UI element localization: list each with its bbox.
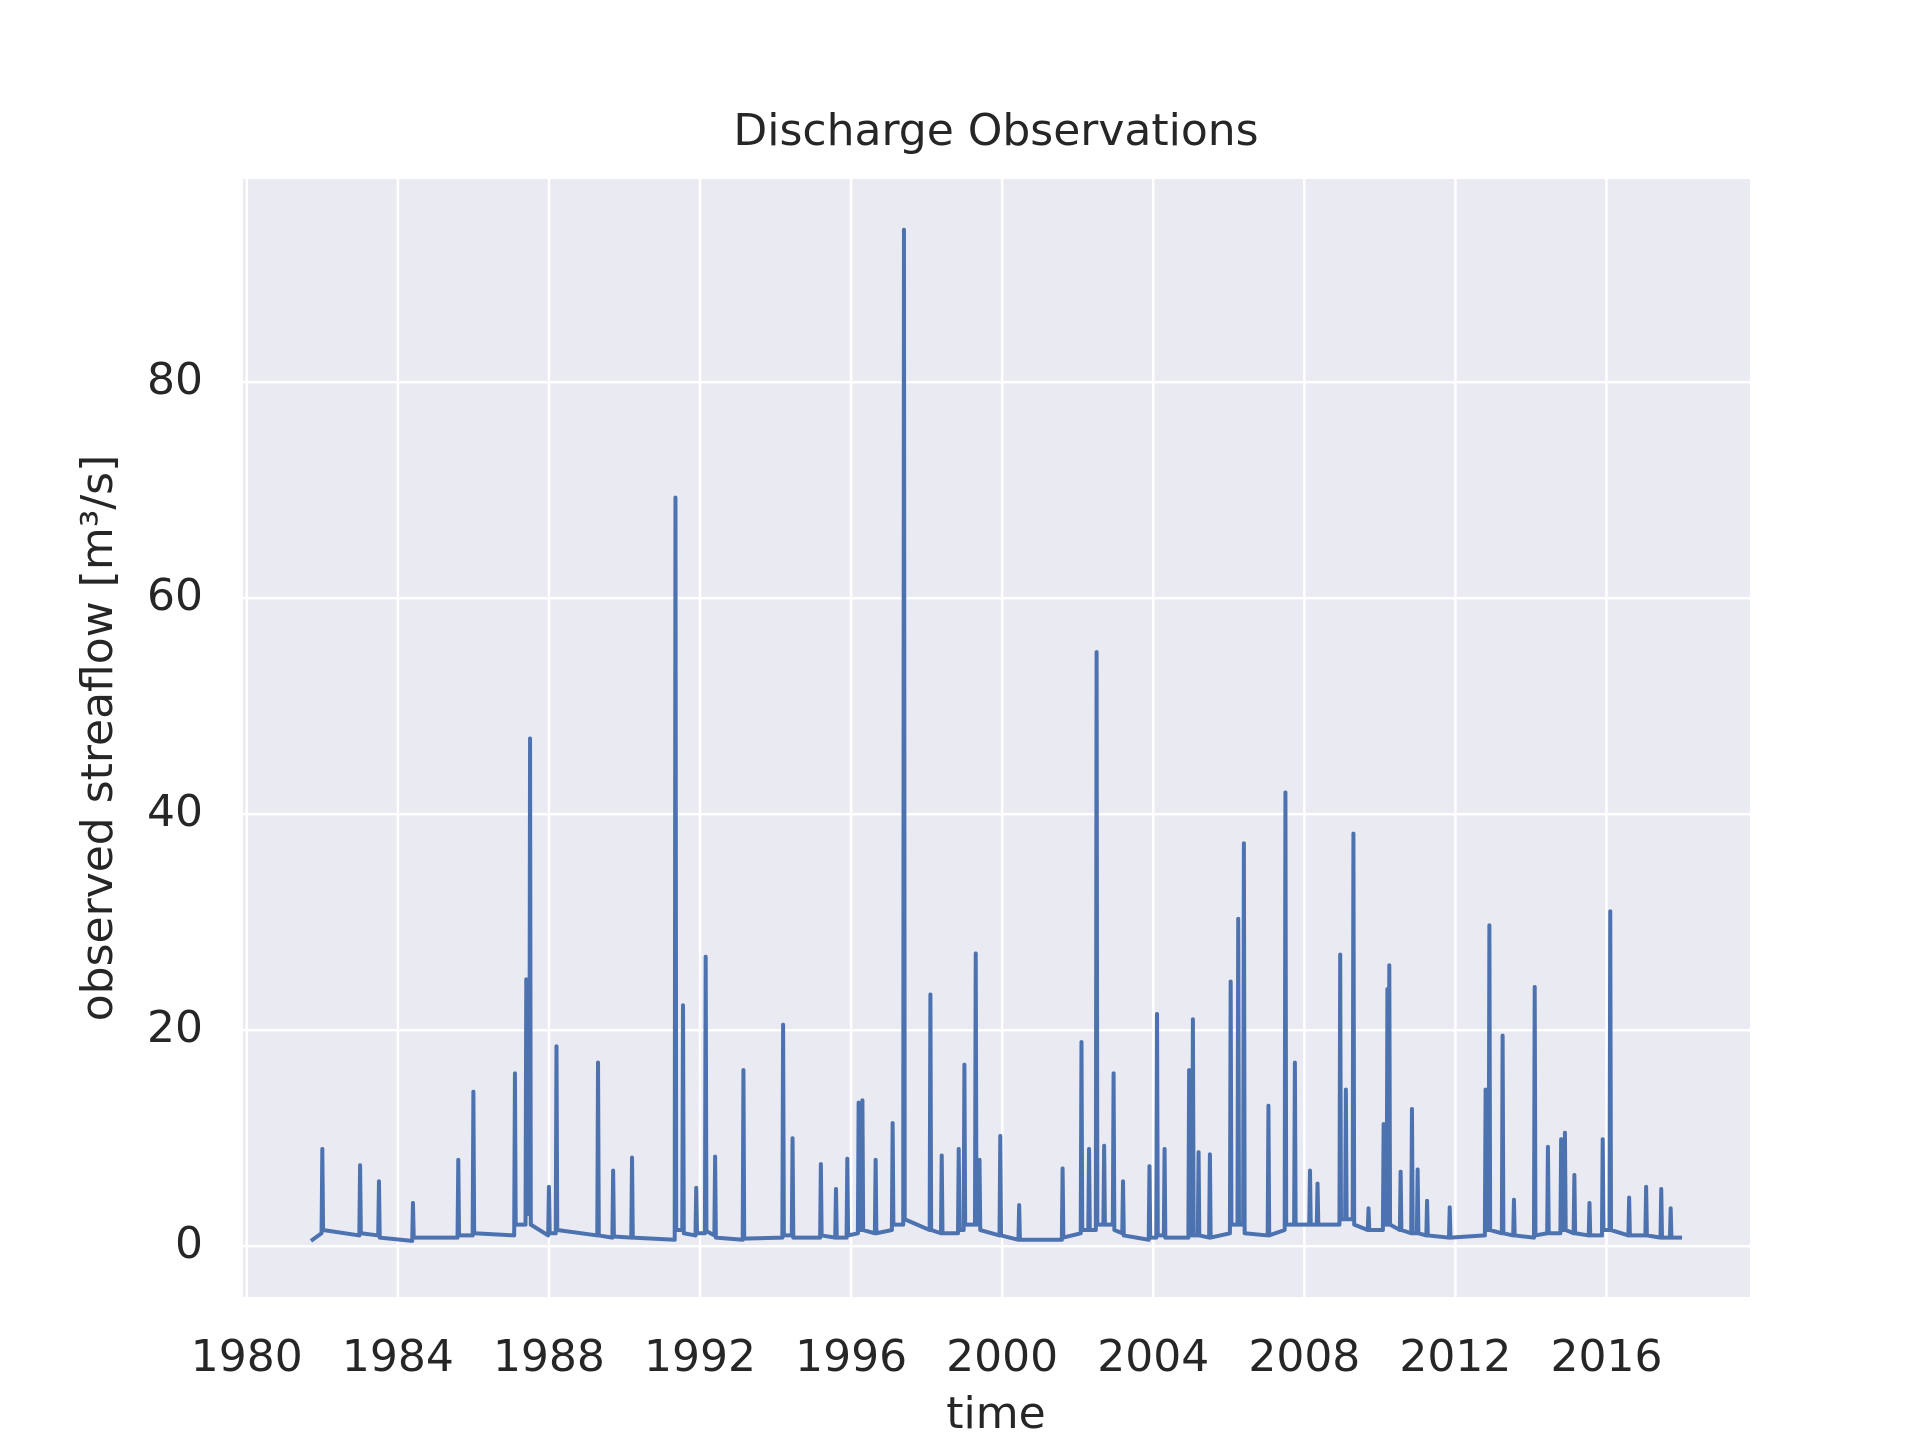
x-tick-label: 2004 [1097,1331,1209,1382]
y-tick-label: 40 [147,786,203,837]
y-tick-label: 60 [147,570,203,621]
x-tick-label: 1984 [342,1331,454,1382]
x-tick-label: 1996 [795,1331,907,1382]
x-tick-label: 1980 [191,1331,303,1382]
chart-title: Discharge Observations [733,105,1258,156]
y-axis-label: observed streaflow [m³/s] [72,455,123,1021]
x-tick-label: 1992 [644,1331,756,1382]
x-tick-label: 1988 [493,1331,605,1382]
plot-background [243,179,1750,1297]
x-tick-label: 2008 [1248,1331,1360,1382]
y-tick-label: 80 [147,354,203,405]
x-tick-label: 2012 [1399,1331,1511,1382]
data-line [309,227,1683,1243]
x-tick-label: 2016 [1550,1331,1662,1382]
x-axis-label: time [946,1388,1045,1439]
x-tick-label: 2000 [946,1331,1058,1382]
y-tick-label: 0 [175,1218,203,1269]
y-tick-label: 20 [147,1002,203,1053]
